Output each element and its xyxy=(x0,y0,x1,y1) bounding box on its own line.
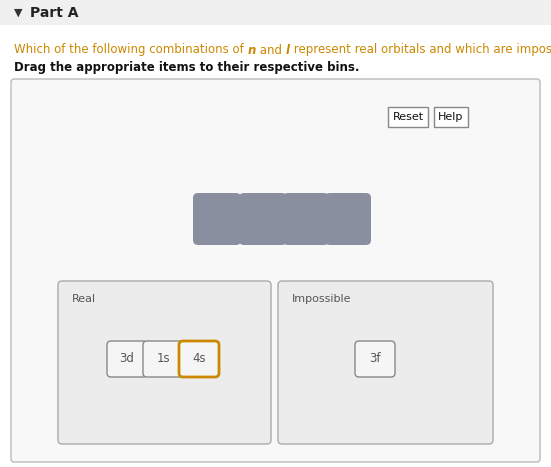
Text: and: and xyxy=(256,43,285,57)
FancyBboxPatch shape xyxy=(193,193,241,245)
Text: Reset: Reset xyxy=(392,112,424,122)
Text: 3f: 3f xyxy=(369,353,381,366)
FancyBboxPatch shape xyxy=(325,193,371,245)
Text: Part A: Part A xyxy=(30,6,78,20)
FancyBboxPatch shape xyxy=(355,341,395,377)
FancyBboxPatch shape xyxy=(143,341,183,377)
Text: 1s: 1s xyxy=(156,353,170,366)
Text: l: l xyxy=(285,43,290,57)
Text: represent real orbitals and which are impossible?: represent real orbitals and which are im… xyxy=(290,43,551,57)
FancyBboxPatch shape xyxy=(179,341,219,377)
FancyBboxPatch shape xyxy=(278,281,493,444)
Text: Help: Help xyxy=(438,112,464,122)
Text: Real: Real xyxy=(72,294,96,304)
Text: ▼: ▼ xyxy=(14,8,23,18)
Text: n: n xyxy=(247,43,256,57)
Text: Which of the following combinations of: Which of the following combinations of xyxy=(14,43,247,57)
Text: Impossible: Impossible xyxy=(292,294,352,304)
FancyBboxPatch shape xyxy=(107,341,147,377)
Bar xyxy=(434,107,468,127)
FancyBboxPatch shape xyxy=(11,79,540,462)
Text: Drag the appropriate items to their respective bins.: Drag the appropriate items to their resp… xyxy=(14,62,359,75)
FancyBboxPatch shape xyxy=(283,193,329,245)
Bar xyxy=(388,107,428,127)
Bar xyxy=(0,0,551,25)
Text: 3d: 3d xyxy=(120,353,134,366)
FancyBboxPatch shape xyxy=(239,193,287,245)
Text: 4s: 4s xyxy=(192,353,206,366)
FancyBboxPatch shape xyxy=(58,281,271,444)
